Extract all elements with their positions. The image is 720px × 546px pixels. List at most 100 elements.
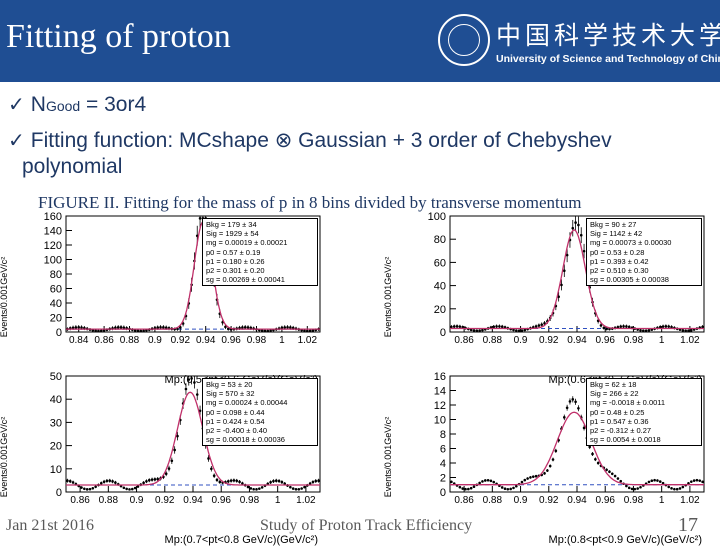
data-point	[458, 325, 462, 328]
data-point	[579, 233, 583, 237]
data-point	[520, 480, 524, 484]
y-tick-label: 50	[50, 372, 62, 383]
bullet-fitting-function: ✓ Fitting function: MCshape ⊗ Gaussian + …	[8, 128, 612, 152]
data-point	[99, 481, 103, 485]
data-point	[653, 478, 656, 482]
y-tick-label: 120	[44, 240, 62, 252]
y-tick-label: 30	[50, 417, 62, 429]
data-point	[639, 328, 642, 332]
data-point	[698, 479, 702, 482]
data-point	[563, 269, 566, 272]
university-seal-icon	[438, 14, 490, 66]
data-point	[190, 377, 193, 380]
data-point	[280, 480, 284, 484]
data-point	[198, 217, 202, 220]
x-tick-label: 1.02	[296, 495, 316, 506]
data-point	[260, 486, 264, 489]
x-tick-label: 0.92	[171, 335, 191, 346]
data-point	[294, 488, 298, 491]
data-point	[548, 464, 552, 468]
data-point	[506, 487, 510, 491]
data-point	[241, 326, 244, 329]
data-point	[193, 381, 196, 384]
data-point	[71, 326, 75, 330]
data-point	[252, 487, 255, 491]
data-point	[678, 487, 682, 490]
y-tick-label: 0	[440, 487, 446, 499]
data-point	[523, 478, 527, 482]
data-point	[142, 329, 145, 333]
data-point	[469, 486, 473, 490]
x-tick-label: 0.88	[483, 335, 503, 346]
data-point	[681, 329, 685, 332]
data-point	[642, 329, 645, 332]
data-point	[636, 487, 639, 490]
data-point	[176, 434, 179, 438]
fit-stat-box: Bkg = 53 ± 20 Sig = 570 ± 32 mg = 0.00024 …	[202, 378, 318, 447]
x-axis-label: Mp:(0.7<pt<0.8 GeV/c)(GeV/c²)	[164, 534, 318, 546]
data-point	[215, 478, 219, 482]
x-tick-label: 0.9	[514, 335, 528, 346]
data-point	[66, 479, 69, 482]
data-point	[630, 487, 634, 491]
data-point	[667, 485, 671, 489]
data-point	[610, 472, 614, 476]
data-point	[486, 478, 490, 482]
x-tick-label: 0.94	[567, 335, 587, 346]
data-point	[122, 486, 126, 490]
x-tick-label: 0.9	[514, 495, 528, 506]
y-tick-label: 60	[434, 257, 446, 269]
data-point	[300, 487, 303, 490]
data-point	[164, 326, 168, 329]
data-point	[616, 325, 620, 329]
data-point	[627, 486, 631, 490]
slide-header: Fitting of proton 中国科学技术大学 University of…	[0, 0, 720, 82]
fit-plot-1: Events/0.001GeV/c² 0 20 40 60 80 100 120 140 160…	[0, 212, 328, 386]
data-point	[627, 325, 631, 329]
y-tick-label: 10	[434, 415, 446, 427]
data-point	[534, 325, 538, 328]
data-point	[673, 487, 676, 491]
y-tick-label: 0	[56, 327, 62, 339]
data-point	[639, 485, 642, 489]
x-tick-label: 1.02	[298, 335, 318, 346]
data-point	[658, 325, 662, 329]
data-point	[450, 325, 453, 329]
fit-plot-3: Events/0.001GeV/c² 0 10 20 30 40 50 0.86 0.88 0.…	[0, 372, 328, 546]
plot-canvas: 0 20 40 60 80 100 0.86 0.88 0.9 0.92 0.94 0.96 0.98 1…	[428, 212, 705, 346]
data-point	[492, 325, 496, 329]
data-point	[599, 324, 603, 327]
data-point	[99, 329, 103, 333]
data-point	[162, 326, 165, 329]
data-point	[286, 325, 289, 329]
data-point	[283, 482, 287, 485]
data-point	[68, 479, 72, 483]
y-tick-label: 20	[50, 441, 62, 453]
data-point	[594, 457, 597, 461]
data-point	[591, 452, 594, 456]
data-point	[690, 328, 693, 332]
data-point	[150, 478, 154, 481]
data-point	[644, 329, 648, 332]
data-point	[613, 474, 617, 478]
data-point	[142, 481, 145, 485]
bullet-fitting-function-cont: polynomial	[22, 155, 123, 178]
data-point	[289, 326, 292, 329]
fit-stat-box: Bkg = 62 ± 18 Sig = 266 ± 22 mg = -0.0018 …	[586, 378, 702, 447]
data-point	[77, 326, 80, 329]
data-point	[509, 487, 512, 491]
y-tick-label: 80	[50, 269, 62, 281]
data-point	[534, 474, 538, 478]
slide-title: Fitting of proton	[6, 18, 231, 55]
university-name-en: University of Science and Technology of …	[496, 53, 720, 65]
data-point	[156, 326, 160, 329]
data-point	[224, 325, 227, 329]
signal-fit-curve	[450, 229, 704, 330]
data-point	[582, 426, 586, 430]
data-point	[577, 223, 580, 227]
checkmark-icon: ✓	[8, 92, 25, 116]
data-point	[670, 325, 673, 329]
data-point	[602, 326, 606, 330]
data-point	[114, 481, 117, 484]
y-tick-label: 40	[50, 394, 62, 406]
